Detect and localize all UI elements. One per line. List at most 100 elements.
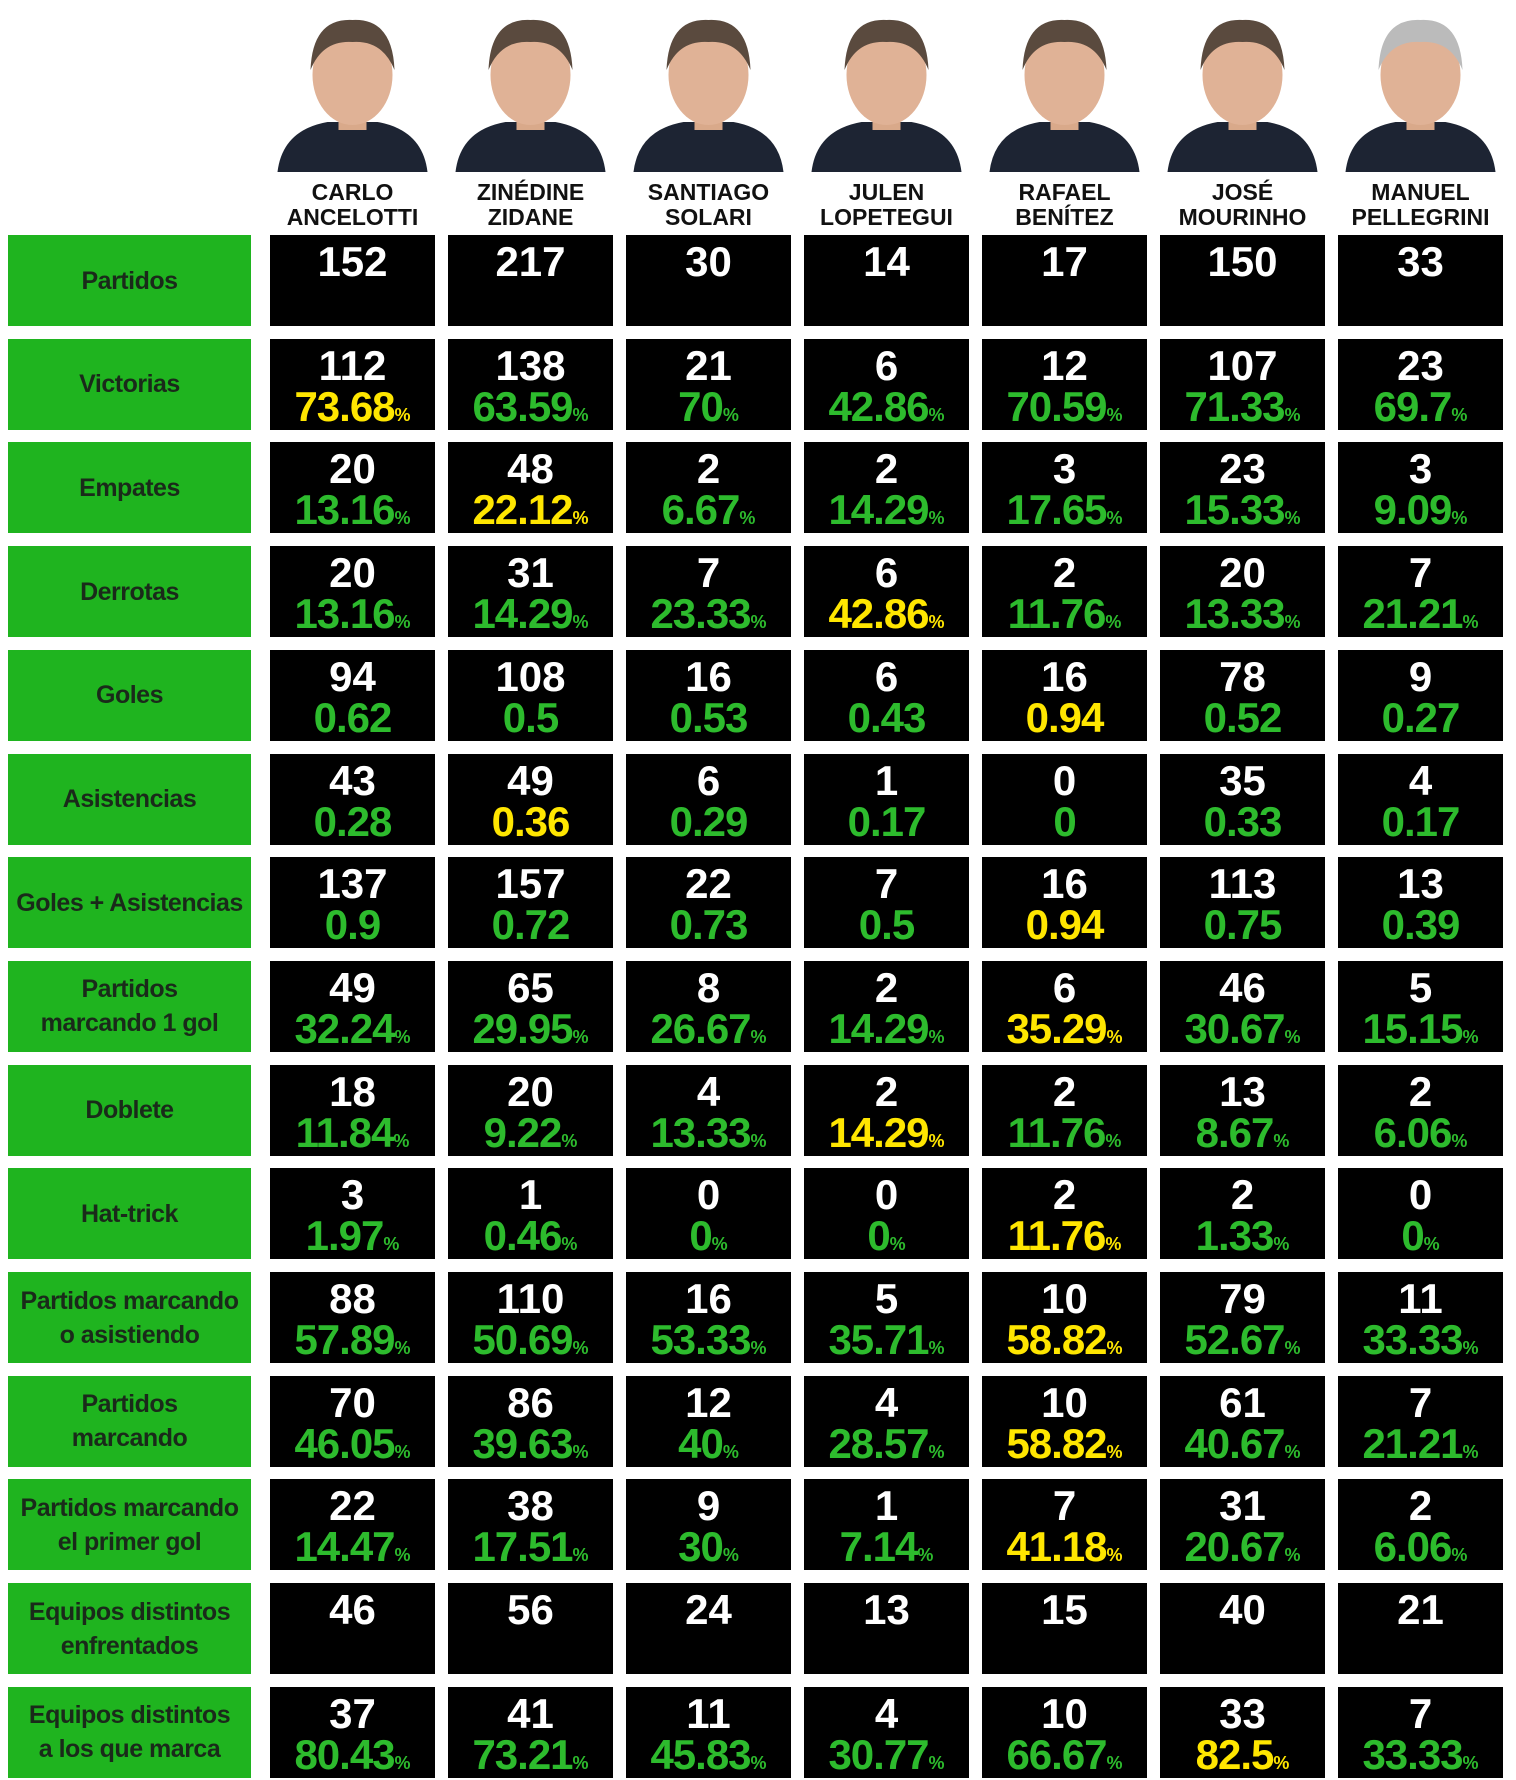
stat-ratio: 1.33%: [1160, 1216, 1325, 1259]
stat-value: 2: [1160, 1174, 1325, 1216]
stat-cell: 3382.5%: [1160, 1687, 1325, 1778]
stat-ratio: 17.51%: [448, 1527, 613, 1570]
stat-ratio: 14.29%: [448, 594, 613, 637]
stat-value: 22: [270, 1485, 435, 1527]
stat-ratio-value: 0.33: [1204, 798, 1282, 845]
stat-ratio-value: 17.51: [472, 1523, 572, 1570]
stat-ratio-unit: %: [1273, 1131, 1289, 1151]
stat-ratio-unit: %: [395, 612, 411, 632]
row-label-line: Asistencias: [63, 782, 196, 816]
row-label: Goles + Asistencias: [8, 857, 251, 948]
coach-first-name: RAFAEL: [974, 180, 1155, 205]
stat-cell: 152: [270, 235, 435, 326]
stat-ratio-value: 15.33: [1184, 486, 1284, 533]
stat-ratio: 0: [982, 802, 1147, 842]
coach-last-name: LOPETEGUI: [796, 205, 977, 230]
stat-ratio: 58.82%: [982, 1320, 1147, 1363]
stat-value: 94: [270, 656, 435, 698]
stat-value: 9: [1338, 656, 1503, 698]
stat-cell: 1058.82%: [982, 1376, 1147, 1467]
stat-cell: 214.29%: [804, 442, 969, 533]
stat-cell: 21.33%: [1160, 1168, 1325, 1259]
row-label: Goles: [8, 650, 251, 741]
stat-ratio-value: 0.94: [1026, 694, 1104, 741]
stat-ratio: 6.67%: [626, 490, 791, 533]
stat-ratio-value: 70: [678, 383, 723, 430]
stat-ratio-unit: %: [723, 1545, 739, 1565]
stat-ratio-value: 42.86: [828, 590, 928, 637]
stat-value: 2: [804, 1071, 969, 1113]
stat-cell: 2013.16%: [270, 546, 435, 637]
stat-cell: 1145.83%: [626, 1687, 791, 1778]
row-label-line: Partidos marcando: [21, 1491, 239, 1525]
row-label-line: Partidos: [81, 1387, 177, 1421]
stat-ratio-value: 26.67: [650, 1005, 750, 1052]
stat-value: 11: [626, 1693, 791, 1735]
stat-ratio-value: 22.12: [472, 486, 572, 533]
stat-ratio: 0.17: [1338, 802, 1503, 842]
stat-value: 3: [982, 448, 1147, 490]
stat-ratio: 0.28: [270, 802, 435, 842]
coach-first-name: JOSÉ: [1152, 180, 1333, 205]
stat-ratio-value: 21.21: [1362, 1420, 1462, 1467]
stat-ratio: 53.33%: [626, 1320, 791, 1363]
stat-ratio-unit: %: [573, 1027, 589, 1047]
row-label-line: Victorias: [79, 367, 180, 401]
coach-first-name: SANTIAGO: [618, 180, 799, 205]
stat-ratio: 33.33%: [1338, 1320, 1503, 1363]
stat-ratio-value: 13.33: [1184, 590, 1284, 637]
coach-name: SANTIAGOSOLARI: [618, 180, 799, 230]
stat-ratio: 0.53: [626, 698, 791, 738]
stat-ratio-unit: %: [573, 1338, 589, 1358]
stat-value: 6: [804, 552, 969, 594]
stat-ratio: 29.95%: [448, 1009, 613, 1052]
stat-ratio-unit: %: [929, 508, 945, 528]
stat-ratio: 0.62: [270, 698, 435, 738]
stat-ratio-value: 13.16: [294, 486, 394, 533]
stat-ratio-value: 0.9: [325, 901, 380, 948]
row-label-line: Partidos: [81, 264, 177, 298]
stat-cell: 7046.05%: [270, 1376, 435, 1467]
stat-value: 107: [1160, 345, 1325, 387]
stat-value: 112: [270, 345, 435, 387]
stat-ratio-value: 70.59: [1006, 383, 1106, 430]
stat-cell: 635.29%: [982, 961, 1147, 1052]
stat-ratio-unit: %: [929, 1753, 945, 1773]
stat-ratio: 11.76%: [982, 594, 1147, 637]
stat-ratio-unit: %: [395, 1753, 411, 1773]
stat-value: 0: [626, 1174, 791, 1216]
stat-ratio: 0.17: [804, 802, 969, 842]
stat-value: 2: [804, 448, 969, 490]
stat-cell: 2214.47%: [270, 1479, 435, 1570]
stat-value: 30: [626, 241, 791, 283]
stat-ratio: 0.72: [448, 905, 613, 945]
stat-cell: 642.86%: [804, 339, 969, 430]
stat-ratio-unit: %: [929, 612, 945, 632]
stat-value: 38: [448, 1485, 613, 1527]
stat-value: 61: [1160, 1382, 1325, 1424]
stat-ratio-value: 30.77: [828, 1731, 928, 1778]
stat-value: 6: [626, 760, 791, 802]
row-label: Partidos marcandoo asistiendo: [8, 1272, 251, 1363]
stat-ratio: 0.5: [448, 698, 613, 738]
stat-cell: 70.5: [804, 857, 969, 948]
stat-ratio-value: 15.15: [1362, 1005, 1462, 1052]
stat-ratio: 7.14%: [804, 1527, 969, 1570]
stat-value: 7: [804, 863, 969, 905]
stat-ratio: 26.67%: [626, 1009, 791, 1052]
stat-ratio: 21.21%: [1338, 594, 1503, 637]
stat-ratio: 13.16%: [270, 490, 435, 533]
stat-value: 6: [804, 656, 969, 698]
coach-last-name: ZIDANE: [440, 205, 621, 230]
stat-ratio-value: 69.7: [1374, 383, 1452, 430]
stat-value: 217: [448, 241, 613, 283]
stat-value: 3: [270, 1174, 435, 1216]
stat-ratio-unit: %: [751, 1338, 767, 1358]
stat-value: 22: [626, 863, 791, 905]
